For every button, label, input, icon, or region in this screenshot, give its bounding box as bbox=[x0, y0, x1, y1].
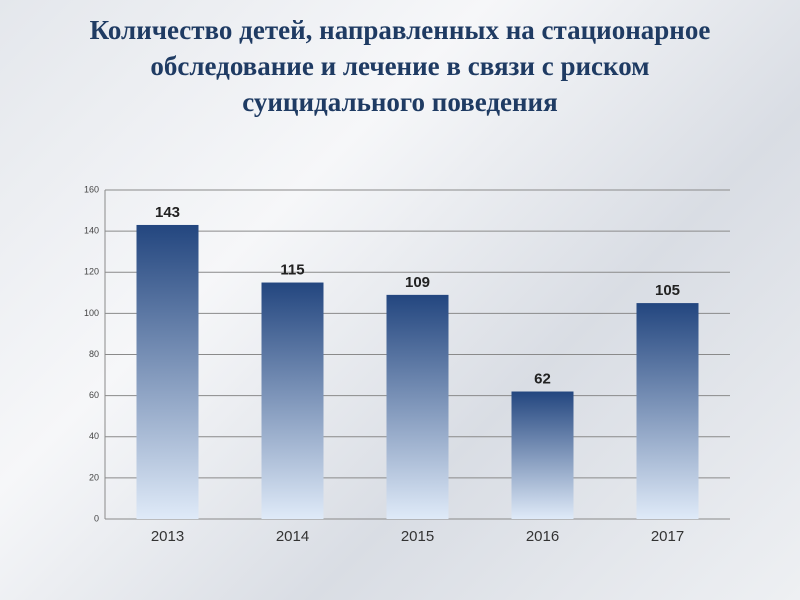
bar bbox=[636, 303, 699, 519]
y-tick-label: 40 bbox=[89, 431, 99, 441]
y-tick-label: 160 bbox=[84, 184, 99, 194]
x-tick-label: 2016 bbox=[526, 528, 559, 545]
bar bbox=[261, 282, 324, 519]
x-tick-label: 2015 bbox=[401, 528, 434, 545]
y-tick-label: 20 bbox=[89, 472, 99, 482]
value-label: 143 bbox=[155, 204, 180, 221]
y-tick-label: 60 bbox=[89, 390, 99, 400]
value-label: 109 bbox=[405, 274, 430, 291]
bar bbox=[511, 391, 574, 519]
x-tick-label: 2017 bbox=[651, 528, 684, 545]
value-label: 105 bbox=[655, 282, 680, 299]
y-tick-label: 120 bbox=[84, 267, 99, 277]
bar bbox=[136, 224, 199, 520]
value-label: 115 bbox=[280, 262, 304, 279]
bar bbox=[386, 294, 449, 519]
y-tick-label: 80 bbox=[89, 349, 99, 359]
y-tick-label: 100 bbox=[84, 308, 99, 318]
chart-title: Количество детей, направленных на стацио… bbox=[89, 15, 711, 117]
y-tick-label: 0 bbox=[94, 513, 99, 523]
x-tick-label: 2013 bbox=[151, 528, 184, 545]
y-tick-label: 140 bbox=[84, 226, 99, 236]
value-label: 62 bbox=[534, 370, 551, 387]
x-tick-label: 2014 bbox=[276, 528, 309, 545]
